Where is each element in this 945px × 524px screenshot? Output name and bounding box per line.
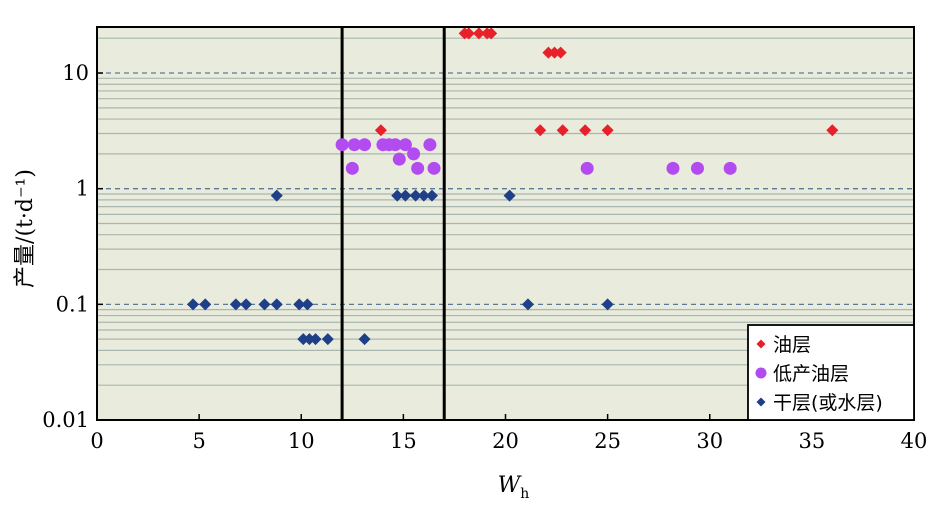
grid-lines (97, 37, 914, 386)
data-point (409, 189, 422, 202)
x-tick-label: 40 (901, 429, 928, 453)
data-point (417, 189, 430, 202)
data-point (388, 138, 402, 152)
data-point (548, 46, 561, 59)
data-point (407, 147, 421, 161)
data-point (270, 298, 283, 311)
data-point (485, 27, 498, 40)
data-point (579, 124, 592, 137)
y-tick-label: 1 (76, 177, 89, 201)
x-tick-label: 25 (594, 429, 621, 453)
legend-marker (756, 397, 766, 407)
data-point (399, 189, 412, 202)
data-point (554, 46, 567, 59)
data-point (601, 124, 614, 137)
data-point (542, 46, 555, 59)
legend-box (747, 324, 915, 421)
data-point (580, 161, 594, 175)
y-axis-label: 产量/(t·d⁻¹) (13, 169, 38, 288)
data-point (297, 333, 310, 346)
data-point (199, 298, 212, 311)
threshold-lines (340, 27, 446, 420)
x-tick-label: 20 (492, 429, 519, 453)
x-axis-ticks: 0 5 10 15 20 25 30 35 40 (90, 414, 927, 453)
x-tick-label: 15 (390, 429, 417, 453)
data-point (229, 298, 242, 311)
data-point (472, 27, 485, 40)
data-point (270, 189, 283, 202)
y-axis-ticks: 0.01 0.1 1 10 (42, 61, 103, 432)
data-point (556, 124, 569, 137)
data-point (425, 189, 438, 202)
data-point (427, 161, 441, 175)
legend-label: 干层(或水层) (773, 392, 883, 414)
data-point (392, 152, 406, 166)
data-point (335, 138, 349, 152)
data-point (666, 161, 680, 175)
data-point (423, 138, 437, 152)
legend-label: 低产油层 (773, 363, 849, 385)
data-point (309, 333, 322, 346)
data-point (321, 333, 334, 346)
data-point (258, 298, 271, 311)
series-3 (186, 189, 614, 346)
data-point (521, 298, 534, 311)
x-tick-label: 5 (192, 429, 205, 453)
data-point (358, 333, 371, 346)
x-axis-label: Wh (498, 473, 530, 502)
data-point (411, 161, 425, 175)
series-1 (374, 27, 839, 137)
data-point (503, 189, 516, 202)
data-point (240, 298, 253, 311)
data-point (347, 138, 361, 152)
data-point (303, 333, 316, 346)
data-point (293, 298, 306, 311)
x-tick-label: 35 (799, 429, 826, 453)
data-point (358, 138, 372, 152)
data-point (690, 161, 704, 175)
y-tick-label: 10 (62, 61, 89, 85)
data-point (374, 124, 387, 137)
x-tick-label: 10 (288, 429, 315, 453)
data-point (398, 138, 412, 152)
legend-marker (756, 339, 766, 349)
legend-marker (755, 367, 767, 379)
legend-label: 油层 (773, 334, 811, 356)
data-point (534, 124, 547, 137)
data-point (723, 161, 737, 175)
data-point (462, 27, 475, 40)
y-tick-label: 0.01 (42, 408, 89, 432)
data-point (345, 161, 359, 175)
series-2 (335, 138, 737, 175)
data-point (601, 298, 614, 311)
data-points (186, 27, 839, 346)
data-point (301, 298, 314, 311)
data-point (391, 189, 404, 202)
data-point (186, 298, 199, 311)
x-tick-label: 0 (90, 429, 103, 453)
data-point (826, 124, 839, 137)
x-tick-label: 30 (696, 429, 723, 453)
y-tick-label: 0.1 (56, 292, 89, 316)
